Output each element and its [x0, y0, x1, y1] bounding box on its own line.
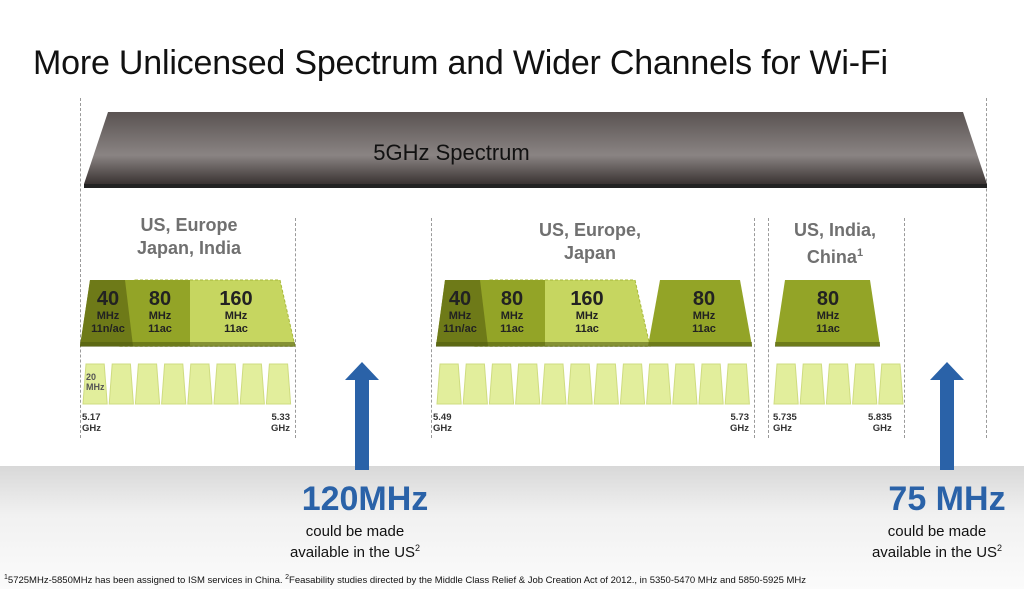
subchannel-20mhz — [488, 363, 515, 405]
subchannel-label-20: 20 MHz — [86, 372, 105, 392]
region-label-1: US, Europe Japan, India — [136, 215, 242, 258]
subchannel-20mhz — [799, 363, 825, 405]
subchannel-20mhz — [265, 363, 292, 405]
freq-label-5-17: 5.17 GHz — [82, 412, 101, 434]
boundary-line-left — [80, 98, 81, 438]
boundary-line — [431, 218, 432, 438]
channel-label-160: 160 MHz 11ac — [570, 288, 604, 335]
subchannel-20mhz — [541, 363, 567, 405]
subchannel-20mhz — [773, 363, 799, 405]
page-title: More Unlicensed Spectrum and Wider Chann… — [33, 44, 888, 82]
channel-label-80: 80 MHz 11ac — [816, 288, 840, 335]
subchannel-20mhz — [462, 363, 488, 405]
subchannel-20mhz — [724, 363, 750, 405]
callout-caption-75mhz: could be made available in the US2 — [871, 523, 1003, 561]
subchannel-20mhz — [134, 363, 161, 405]
subchannel-20mhz — [852, 363, 878, 405]
channel-80-band — [648, 280, 752, 346]
subchannel-20mhz — [161, 363, 187, 405]
subchannel-20mhz — [619, 363, 646, 405]
spectrum-banner — [84, 112, 987, 188]
channel-40-band — [436, 280, 488, 346]
freq-label-5-835: 5.835 GHz — [868, 412, 892, 434]
floor-gradient — [0, 466, 1024, 589]
freq-label-5-33: 5.33 GHz — [271, 412, 290, 434]
subchannel-20mhz — [239, 363, 265, 405]
subchannel-20mhz — [593, 363, 619, 405]
subchannel-20mhz — [672, 363, 698, 405]
boundary-line — [904, 218, 905, 438]
subchannel-20mhz — [515, 363, 541, 405]
channel-label-80: 80 MHz 11ac — [692, 288, 716, 335]
boundary-line-right — [986, 98, 987, 438]
channel-80-band — [775, 280, 880, 346]
subchannel-20mhz — [646, 363, 672, 405]
channel-diagram — [80, 279, 964, 470]
boundary-line — [295, 218, 296, 438]
channel-label-80: 80 MHz 11ac — [500, 288, 524, 335]
callout-caption-120mhz: could be made available in the US2 — [289, 523, 421, 561]
spectrum-banner-label: 5GHz Spectrum — [373, 140, 530, 165]
subchannel-20mhz — [187, 363, 213, 405]
subchannel-20mhz — [878, 363, 904, 405]
subchannel-20mhz — [567, 363, 593, 405]
subchannel-20mhz — [698, 363, 724, 405]
channel-label-40: 40 MHz 11n/ac — [91, 288, 125, 335]
channel-label-160: 160 MHz 11ac — [219, 288, 253, 335]
freq-label-5-49: 5.49 GHz — [433, 412, 452, 434]
subchannel-20mhz — [82, 363, 108, 405]
freq-label-5-73: 5.73 GHz — [730, 412, 749, 434]
boundary-line — [754, 218, 755, 438]
footnote: 15725MHz-5850MHz has been assigned to IS… — [4, 574, 807, 587]
arrow-75mhz — [930, 362, 964, 470]
boundary-line — [768, 218, 769, 438]
region-label-2: US, Europe, Japan — [538, 220, 641, 263]
region-label-3: US, India, China1 — [793, 220, 876, 267]
freq-label-5-735: 5.735 GHz — [773, 412, 797, 434]
channel-label-80: 80 MHz 11ac — [148, 288, 172, 335]
subchannel-row — [82, 363, 904, 405]
channel-40-band — [80, 280, 133, 346]
subchannel-20mhz — [436, 363, 462, 405]
callout-value-75mhz: 75 MHz — [888, 480, 1006, 518]
callout-value-120mhz: 120MHz — [301, 480, 429, 518]
subchannel-20mhz — [213, 363, 239, 405]
arrow-120mhz — [345, 362, 379, 470]
subchannel-20mhz — [825, 363, 852, 405]
subchannel-20mhz — [108, 363, 134, 405]
channel-label-40: 40 MHz 11n/ac — [443, 288, 477, 335]
